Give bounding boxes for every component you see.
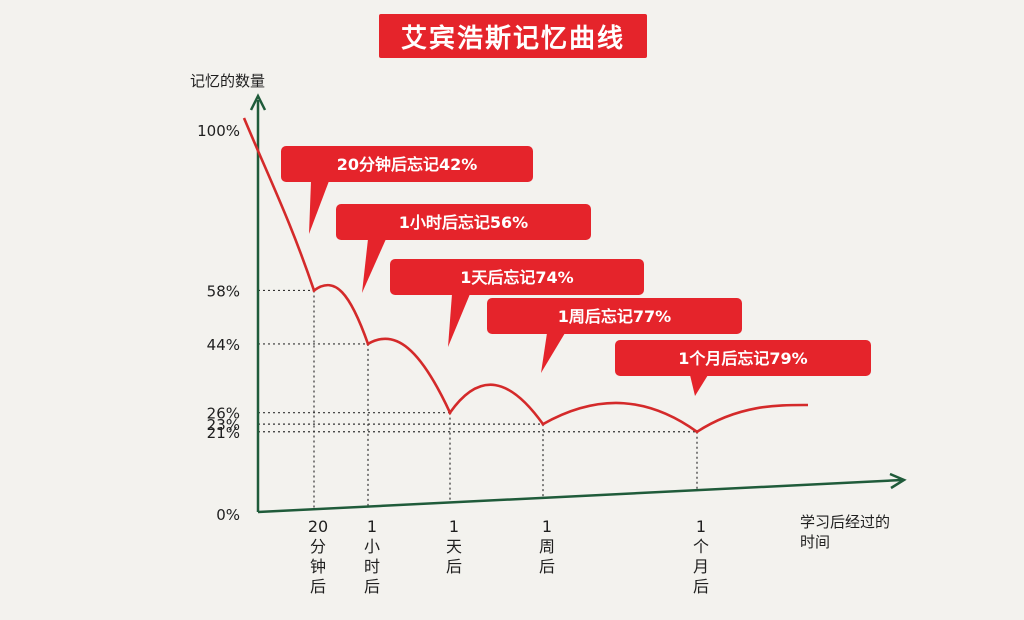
callout-label: 1周后忘记77% bbox=[558, 307, 671, 326]
x-axis-label: 学习后经过的时间 bbox=[800, 513, 891, 551]
callout-label: 1小时后忘记56% bbox=[399, 213, 528, 232]
callout-label: 1个月后忘记79% bbox=[678, 349, 807, 368]
data-point bbox=[695, 430, 699, 434]
y-tick-label: 23% bbox=[207, 416, 240, 434]
y-tick-label: 26% bbox=[207, 405, 240, 423]
callout-pointer bbox=[309, 181, 329, 234]
callout-box bbox=[336, 204, 591, 240]
x-tick-label: 1 个月后 bbox=[693, 517, 709, 596]
x-tick-label: 1 天后 bbox=[446, 517, 462, 576]
y-tick-label: 100% bbox=[197, 122, 240, 140]
x-tick-label: 20 分钟后 bbox=[308, 517, 328, 596]
y-axis-arrow bbox=[249, 93, 267, 111]
y-tick-label: 0% bbox=[216, 506, 240, 524]
data-point bbox=[312, 288, 316, 292]
callout-box bbox=[487, 298, 742, 334]
data-point bbox=[366, 342, 370, 346]
callout-box bbox=[281, 146, 533, 182]
chart-title: 艾宾浩斯记忆曲线 bbox=[379, 14, 647, 58]
y-axis-label: 记忆的数量 bbox=[190, 72, 266, 90]
data-point bbox=[541, 422, 545, 426]
y-tick-label: 44% bbox=[207, 336, 240, 354]
x-tick-label: 1 周后 bbox=[539, 517, 555, 576]
callout-box bbox=[390, 259, 644, 295]
data-point bbox=[448, 411, 452, 415]
x-axis-arrow bbox=[889, 472, 907, 490]
y-tick-label: 21% bbox=[207, 424, 240, 442]
callout-pointer bbox=[541, 333, 565, 373]
callout-label: 20分钟后忘记42% bbox=[337, 155, 478, 174]
x-axis bbox=[257, 478, 903, 514]
x-tick-label: 1 小时后 bbox=[364, 517, 380, 596]
callout-box bbox=[615, 340, 871, 376]
callout-pointer bbox=[448, 294, 470, 347]
callout-pointer bbox=[690, 375, 708, 396]
callout-pointer bbox=[362, 239, 386, 293]
callout-label: 1天后忘记74% bbox=[460, 268, 573, 287]
y-tick-label: 58% bbox=[207, 282, 240, 300]
